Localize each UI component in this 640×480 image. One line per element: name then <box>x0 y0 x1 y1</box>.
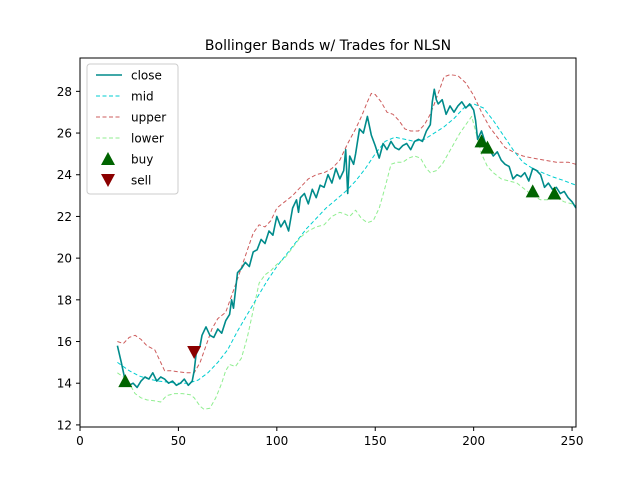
legend-swatch-sell <box>101 174 115 187</box>
buy-marker-3 <box>480 140 495 154</box>
y-tick-label-24: 24 <box>57 168 72 182</box>
y-tick-label-12: 12 <box>57 418 72 432</box>
y-tick-label-16: 16 <box>57 335 72 349</box>
buy-marker-1 <box>118 374 133 388</box>
axes-layer: 0 50 100 150 200 250 12 14 16 18 20 22 24 26 28 <box>57 85 584 448</box>
buy-marker-5 <box>547 186 562 200</box>
series-layer <box>116 74 577 410</box>
x-tick-label-200: 200 <box>462 434 485 448</box>
x-tick-label-150: 150 <box>364 434 387 448</box>
series-upper-line <box>117 74 577 374</box>
legend-swatch-buy <box>101 152 115 165</box>
legend-label-lower: lower <box>131 132 164 146</box>
buy-marker-4 <box>525 184 540 198</box>
buy-marker-2 <box>474 134 489 148</box>
y-tick-label-14: 14 <box>57 377 72 391</box>
legend-label-sell: sell <box>131 174 151 188</box>
legend-label-buy: buy <box>131 153 153 167</box>
x-tick-label-0: 0 <box>76 434 84 448</box>
y-tick-label-18: 18 <box>57 293 72 307</box>
y-tick-label-22: 22 <box>57 210 72 224</box>
y-tick-label-28: 28 <box>57 85 72 99</box>
x-tick-label-250: 250 <box>561 434 584 448</box>
x-tick-label-50: 50 <box>171 434 186 448</box>
legend: close mid upper lower buy sell <box>86 63 179 195</box>
sell-marker-1 <box>187 345 202 359</box>
x-tick-label-100: 100 <box>265 434 288 448</box>
legend-label-close: close <box>131 69 162 83</box>
chart-title: Bollinger Bands w/ Trades for NLSN <box>205 38 451 54</box>
y-tick-label-26: 26 <box>57 127 72 141</box>
marker-layer <box>118 134 562 388</box>
plot-frame <box>79 57 577 428</box>
series-mid-line <box>117 103 577 384</box>
series-close-line <box>116 88 577 389</box>
y-tick-label-20: 20 <box>57 252 72 266</box>
legend-label-mid: mid <box>131 90 154 104</box>
series-lower-line <box>117 115 577 410</box>
legend-label-upper: upper <box>131 111 166 125</box>
